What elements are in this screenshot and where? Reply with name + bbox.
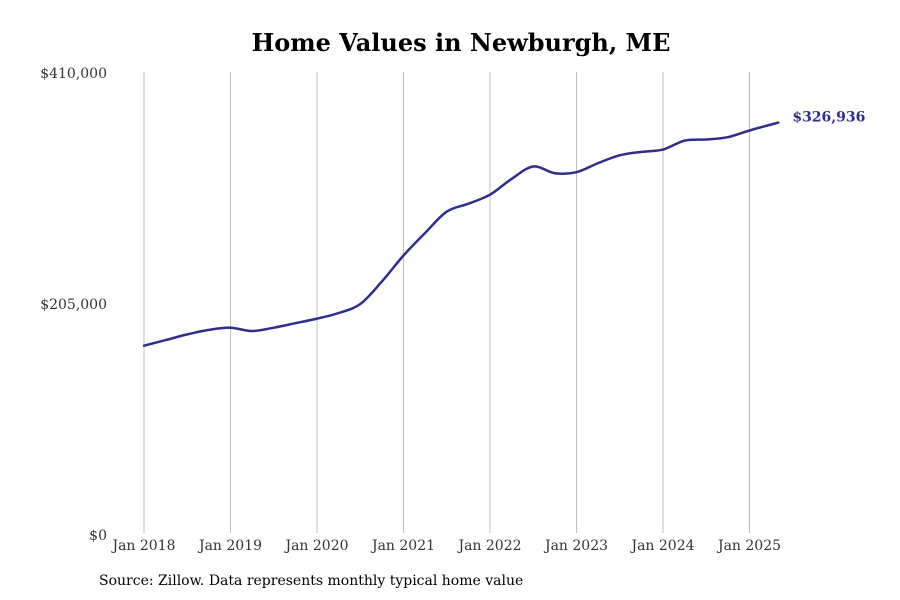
x-tick-label: Jan 2019 bbox=[197, 538, 262, 554]
x-tick-label: Jan 2024 bbox=[629, 538, 694, 554]
y-axis-tick-labels: $0 $205,000 $410,000 bbox=[40, 66, 107, 544]
y-tick-label: $0 bbox=[89, 528, 107, 544]
x-tick-label: Jan 2022 bbox=[456, 538, 521, 554]
y-tick-label: $410,000 bbox=[40, 66, 107, 82]
x-tick-label: Jan 2020 bbox=[283, 538, 348, 554]
x-tick-label: Jan 2021 bbox=[370, 538, 435, 554]
series-line-home-value bbox=[142, 121, 780, 347]
x-tick-label: Jan 2018 bbox=[110, 538, 175, 554]
end-value-label: $326,936 bbox=[792, 110, 865, 126]
source-note: Source: Zillow. Data represents monthly … bbox=[99, 573, 524, 589]
chart-title: Home Values in Newburgh, ME bbox=[251, 28, 671, 57]
x-tick-label: Jan 2025 bbox=[716, 538, 781, 554]
x-tick-label: Jan 2023 bbox=[543, 538, 608, 554]
vertical-gridlines bbox=[143, 72, 750, 533]
y-tick-label: $205,000 bbox=[40, 297, 107, 313]
x-axis-tick-labels: Jan 2018 Jan 2019 Jan 2020 Jan 2021 Jan 2022… bbox=[110, 538, 781, 554]
